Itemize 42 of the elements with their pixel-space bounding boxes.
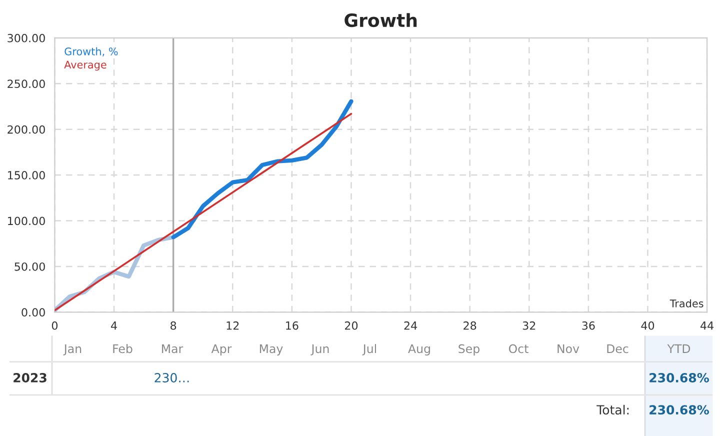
x-tick-label: 12 xyxy=(226,321,239,330)
text: Average xyxy=(64,60,106,71)
category-label: Oct xyxy=(508,344,528,354)
y-tick-label: 300.00 xyxy=(8,34,45,42)
category-label: Mar xyxy=(162,344,184,354)
text: Total: xyxy=(596,404,629,415)
chart-title: Growth xyxy=(344,13,417,28)
line-series xyxy=(171,99,354,240)
category-label: Apr xyxy=(211,344,232,356)
category-label: Sep xyxy=(458,344,480,356)
text: 230.68% xyxy=(650,405,709,415)
category-label: Jan xyxy=(63,344,82,356)
text: Growth, % xyxy=(64,47,118,56)
x-tick-label: 36 xyxy=(582,321,595,330)
x-tick-label: 44 xyxy=(700,322,714,330)
x-tick-label: 28 xyxy=(464,321,476,330)
x-tick-label: 0 xyxy=(52,321,58,330)
x-tick-label: 32 xyxy=(522,321,536,330)
y-tick-label: 0.00 xyxy=(22,308,45,317)
category-label: Jun xyxy=(310,344,329,356)
x-tick-label: 8 xyxy=(170,321,176,330)
category-label: YTD xyxy=(667,344,690,354)
category-label: Aug xyxy=(408,344,430,356)
x-tick-label: 24 xyxy=(404,321,417,330)
x-tick-label: 40 xyxy=(641,321,654,330)
category-label: Nov xyxy=(558,344,580,354)
category-label: Dec xyxy=(607,344,628,354)
x-tick-label: 4 xyxy=(111,322,117,330)
y-tick-label: 200.00 xyxy=(8,125,45,134)
category-label: Feb xyxy=(113,344,132,354)
text: 230… xyxy=(154,373,189,382)
category-label: Jul xyxy=(362,344,376,356)
category-label: May xyxy=(260,344,283,356)
y-tick-label: 150.00 xyxy=(8,171,45,180)
y-tick-label: 100.00 xyxy=(8,216,45,226)
x-tick-label: 16 xyxy=(286,321,298,330)
y-tick-label: 50.00 xyxy=(14,262,45,271)
x-tick-label: 20 xyxy=(344,321,358,330)
y-tick-label: 250.00 xyxy=(8,80,45,88)
category-label: 2023 xyxy=(14,373,46,382)
x-axis-title: Trades xyxy=(670,299,704,308)
text: 230.68% xyxy=(650,373,709,382)
